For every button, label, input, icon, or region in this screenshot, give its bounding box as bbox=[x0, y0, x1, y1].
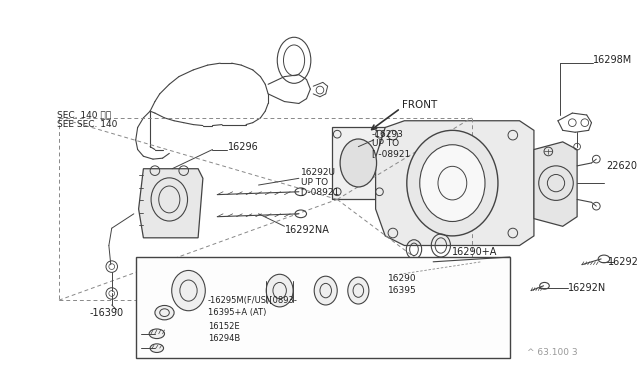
Ellipse shape bbox=[150, 344, 164, 353]
Ellipse shape bbox=[314, 276, 337, 305]
Polygon shape bbox=[376, 121, 534, 246]
Text: FRONT: FRONT bbox=[403, 100, 438, 110]
Polygon shape bbox=[534, 142, 577, 226]
Ellipse shape bbox=[172, 270, 205, 311]
Text: UP TO: UP TO bbox=[372, 139, 399, 148]
Ellipse shape bbox=[420, 145, 485, 221]
Text: 16292: 16292 bbox=[608, 257, 639, 267]
Text: SEE SEC. 140: SEE SEC. 140 bbox=[57, 120, 117, 129]
Polygon shape bbox=[139, 169, 203, 238]
Text: 16298M: 16298M bbox=[593, 55, 633, 65]
Text: 16294B: 16294B bbox=[208, 334, 240, 343]
Text: 16296: 16296 bbox=[228, 142, 259, 152]
Text: ^ 63.100 3: ^ 63.100 3 bbox=[527, 349, 578, 357]
Text: 16292NA: 16292NA bbox=[285, 225, 330, 235]
Ellipse shape bbox=[266, 274, 293, 307]
Ellipse shape bbox=[340, 139, 376, 187]
Text: 22620: 22620 bbox=[606, 161, 637, 171]
Text: UP TO: UP TO bbox=[301, 178, 328, 187]
Ellipse shape bbox=[407, 130, 498, 236]
Text: SEC. 140 参照: SEC. 140 参照 bbox=[57, 110, 111, 119]
Text: 16290+A: 16290+A bbox=[452, 247, 498, 257]
Ellipse shape bbox=[348, 277, 369, 304]
Text: [ -08921: [ -08921 bbox=[301, 187, 339, 196]
Text: 16292U: 16292U bbox=[301, 168, 336, 177]
Text: -16390: -16390 bbox=[90, 308, 124, 318]
Text: 16152E: 16152E bbox=[208, 321, 239, 331]
Ellipse shape bbox=[155, 305, 174, 320]
Polygon shape bbox=[332, 128, 385, 199]
Text: -16293: -16293 bbox=[372, 130, 404, 139]
Ellipse shape bbox=[149, 329, 164, 339]
Text: 16292N: 16292N bbox=[568, 283, 606, 293]
Bar bbox=[136, 257, 510, 358]
Text: 16395: 16395 bbox=[388, 286, 417, 295]
Text: -16295M(F/US)[0893-: -16295M(F/US)[0893- bbox=[208, 296, 298, 305]
Text: [ -08921: [ -08921 bbox=[372, 149, 410, 158]
Text: 16395+A (AT): 16395+A (AT) bbox=[208, 308, 266, 317]
Text: 16290: 16290 bbox=[388, 274, 417, 283]
